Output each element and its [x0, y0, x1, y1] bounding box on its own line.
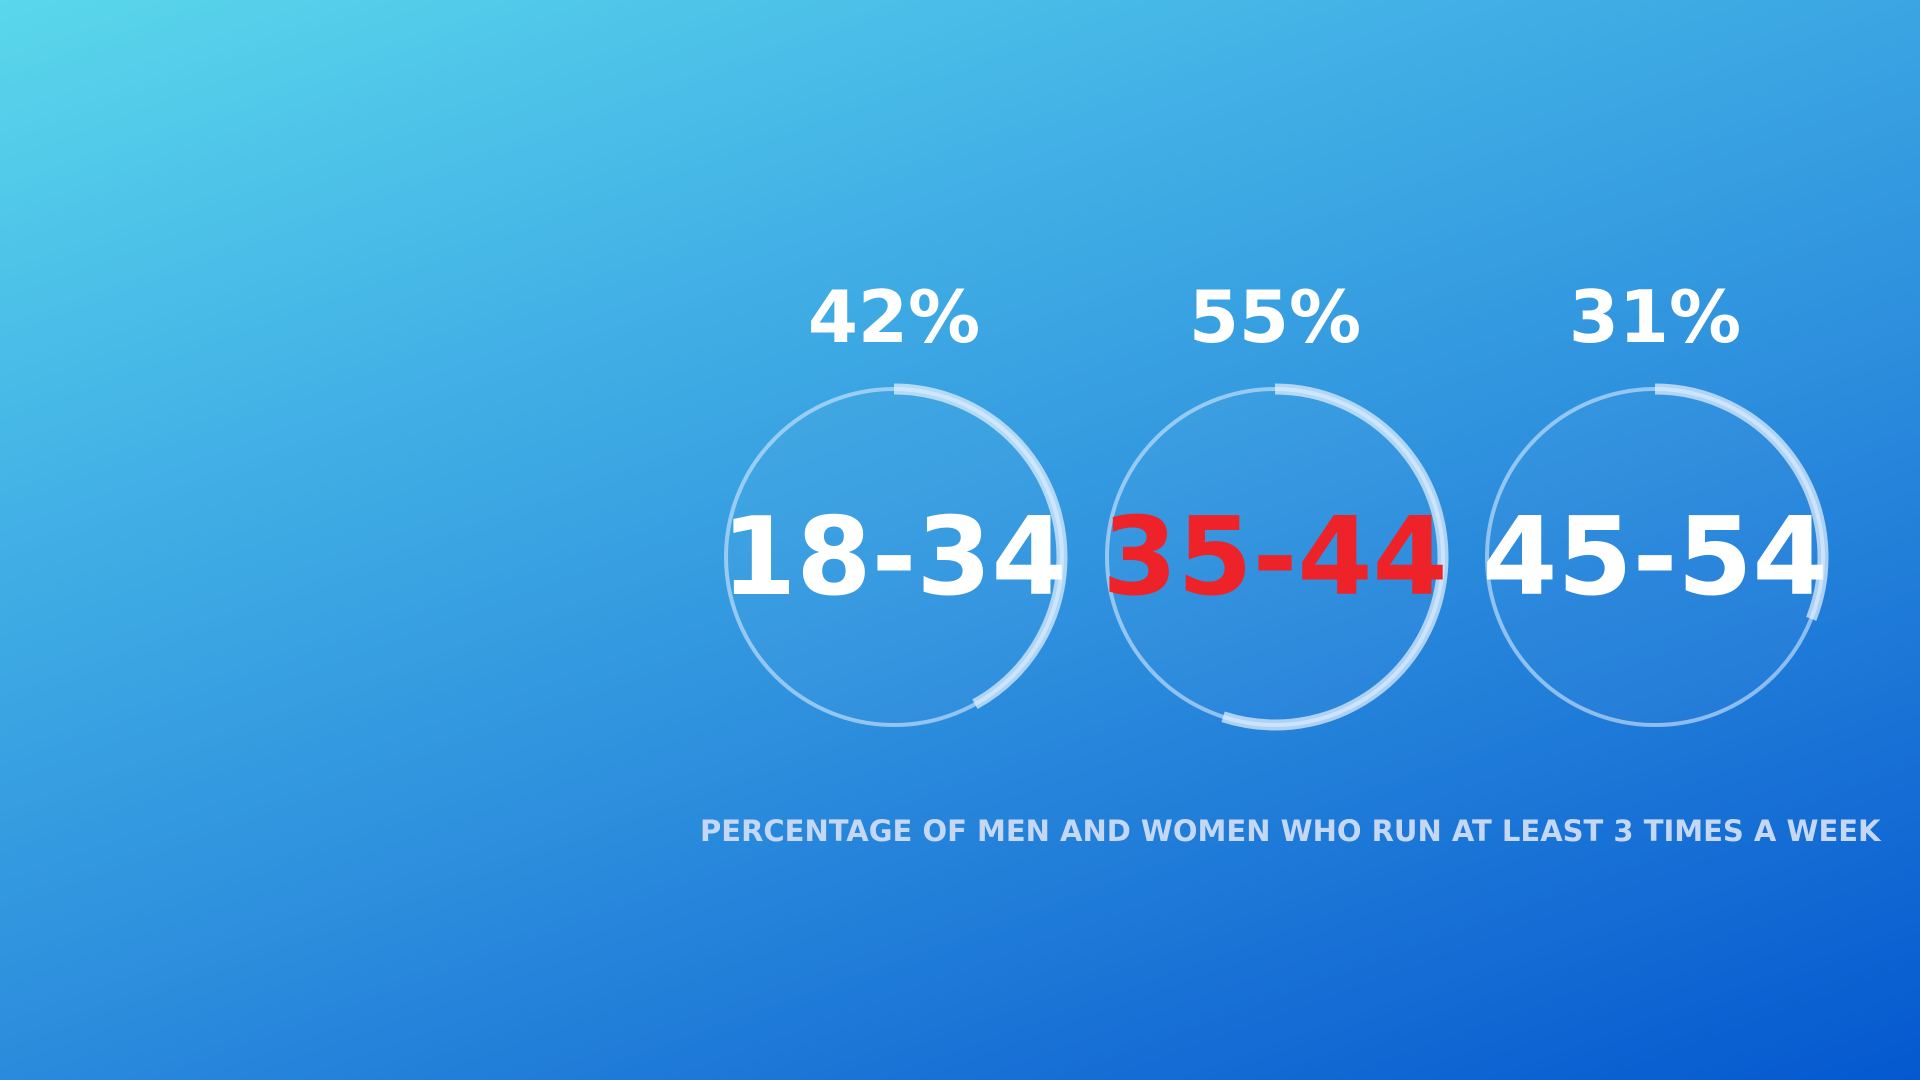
- value-label-35-44: 55%: [1189, 275, 1361, 359]
- category-label-18-34: 18-34: [721, 495, 1066, 620]
- progress-arc-35-44: [1221, 383, 1449, 731]
- progress-arc-45-54: [1654, 383, 1829, 621]
- category-label-45-54: 45-54: [1482, 495, 1827, 620]
- chart-caption: PERCENTAGE OF MEN AND WOMEN WHO RUN AT L…: [700, 814, 1881, 848]
- category-label-35-44: 35-44: [1102, 495, 1447, 620]
- value-label-18-34: 42%: [808, 275, 980, 359]
- progress-arc-18-34: [893, 383, 1068, 710]
- value-label-45-54: 31%: [1569, 275, 1741, 359]
